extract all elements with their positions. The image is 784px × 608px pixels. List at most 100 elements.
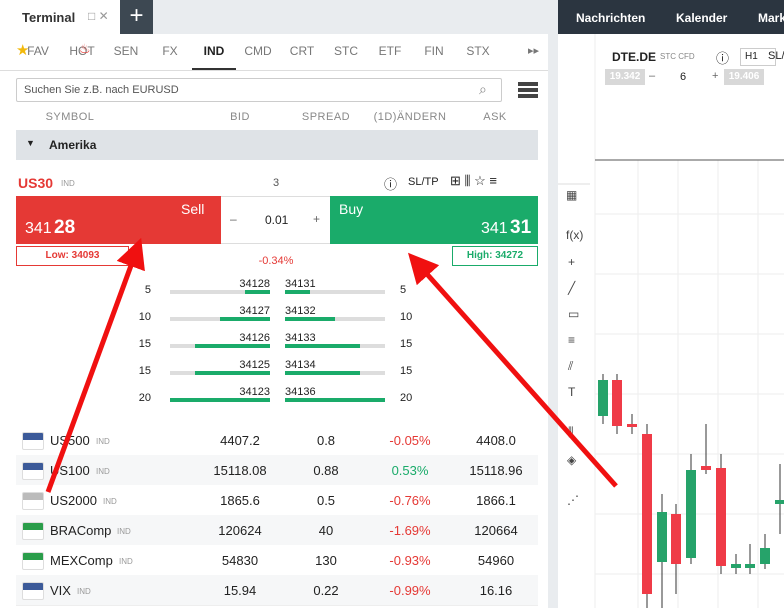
more-icon[interactable]: ▸▸ bbox=[528, 45, 540, 57]
svg-text:╱: ╱ bbox=[567, 280, 576, 295]
right-panel: Nachrichten Kalender Mark ▦ f(x) + ╱ ▭ ≡ ⫽ T ⫼ ◈ ⋰… bbox=[558, 0, 784, 608]
chart-bid[interactable]: 19.342 bbox=[605, 69, 645, 85]
search-box[interactable]: Suchen Sie z.B. nach EURUSD ⌕ bbox=[16, 78, 502, 102]
nav-item[interactable]: Nachrichten bbox=[576, 11, 646, 25]
chart-symbol[interactable]: DTE.DE bbox=[612, 50, 657, 64]
depth-track bbox=[170, 290, 270, 294]
volume-plus[interactable]: + bbox=[313, 212, 321, 226]
ask-price: 34133 bbox=[285, 332, 316, 344]
low-box: Low: 34093 bbox=[16, 246, 129, 266]
symbol: US500 bbox=[50, 433, 90, 448]
instrument-row[interactable]: US100 IND 15118.08 0.88 0.53% 15118.96 bbox=[16, 455, 538, 486]
bid: 15118.08 bbox=[213, 463, 267, 478]
category-tab[interactable]: FX bbox=[162, 44, 178, 58]
instrument-row[interactable]: BRAComp IND 120624 40 -1.69% 120664 bbox=[16, 515, 538, 546]
svg-text:+: + bbox=[568, 255, 575, 269]
category-tab[interactable]: IND bbox=[203, 44, 225, 58]
symbol: MEXComp bbox=[50, 553, 113, 568]
instrument-type: IND bbox=[103, 497, 117, 506]
symbol: VIX bbox=[50, 583, 71, 598]
column-header: BID bbox=[230, 111, 250, 123]
terminal-tab[interactable]: Terminal □ ✕ bbox=[0, 0, 120, 34]
chart-ask[interactable]: 19.406 bbox=[724, 69, 764, 85]
nav-item[interactable]: Kalender bbox=[676, 11, 728, 25]
change: -0.76% bbox=[389, 493, 431, 508]
info-icon[interactable]: ⓘ bbox=[716, 51, 730, 66]
volume-minus[interactable]: – bbox=[230, 212, 237, 226]
svg-text:⫼: ⫼ bbox=[568, 425, 574, 439]
bid-price: 34126 bbox=[239, 332, 270, 344]
category-tab[interactable]: STX bbox=[466, 44, 490, 58]
bid: 120624 bbox=[218, 523, 262, 538]
chart-minus[interactable]: – bbox=[649, 70, 656, 82]
instrument-type: IND bbox=[96, 437, 110, 446]
add-tab[interactable]: + bbox=[120, 0, 153, 34]
category-tab[interactable]: HOT bbox=[69, 44, 95, 58]
category-tab[interactable]: STC bbox=[334, 44, 358, 58]
chart-type: STC CFD bbox=[660, 52, 695, 61]
volume[interactable]: 0.01 bbox=[265, 213, 289, 227]
category-tab[interactable]: SEN bbox=[113, 44, 139, 58]
caret: ▼ bbox=[26, 138, 35, 148]
bid-volume: 20 bbox=[138, 392, 151, 404]
low: Low: 34093 bbox=[45, 250, 100, 261]
ask-price: 34134 bbox=[285, 359, 316, 371]
bid-price: 34128 bbox=[239, 278, 270, 290]
timeframe[interactable]: H1 bbox=[740, 48, 776, 66]
instrument-row[interactable]: VIX IND 15.94 0.22 -0.99% 16.16 bbox=[16, 575, 538, 606]
instrument-row[interactable]: US500 IND 4407.2 0.8 -0.05% 4408.0 bbox=[16, 425, 538, 456]
selected-type: IND bbox=[61, 179, 75, 188]
instrument-row[interactable]: MEXComp IND 54830 130 -0.93% 54960 bbox=[16, 545, 538, 576]
chart-area: ▦ f(x) + ╱ ▭ ≡ ⫽ T ⫼ ◈ ⋰ bbox=[558, 34, 784, 608]
chart-sltp[interactable]: SL/ bbox=[768, 50, 784, 62]
high: High: 34272 bbox=[466, 250, 524, 261]
spread: 0.22 bbox=[313, 583, 339, 598]
ask-volume: 10 bbox=[400, 311, 413, 323]
svg-text:⋰: ⋰ bbox=[567, 493, 579, 507]
ask-depth-bar bbox=[285, 398, 385, 402]
instrument-row[interactable]: US2000 IND 1865.6 0.5 -0.76% 1866.1 bbox=[16, 485, 538, 516]
ask-depth-bar bbox=[285, 317, 335, 321]
tab-icons[interactable]: □ ✕ bbox=[88, 9, 109, 23]
chart-volume[interactable]: 6 bbox=[680, 71, 687, 83]
flag-icon bbox=[22, 522, 44, 540]
sltp[interactable]: SL/TP bbox=[408, 176, 439, 188]
group-header[interactable]: ▼ Amerika bbox=[16, 130, 538, 160]
ask: 120664 bbox=[474, 523, 518, 538]
svg-text:T: T bbox=[568, 385, 576, 399]
spread: 0.8 bbox=[316, 433, 336, 448]
svg-text:≡: ≡ bbox=[568, 333, 575, 347]
ask-depth-bar bbox=[285, 371, 360, 375]
layout-icon[interactable] bbox=[518, 82, 538, 98]
fav-icon: ★ bbox=[16, 42, 30, 59]
ask-price: 34131 bbox=[285, 278, 316, 290]
drawing-tools[interactable]: ▦ f(x) + ╱ ▭ ≡ ⫽ T ⫼ ◈ ⋰ bbox=[566, 188, 583, 507]
toolbar-icons[interactable]: ⊞ ⫼ ☆ ≡ bbox=[450, 173, 497, 188]
chart-plus[interactable]: + bbox=[712, 70, 719, 82]
nav-item[interactable]: Mark bbox=[758, 11, 784, 25]
svg-text:▦: ▦ bbox=[566, 188, 577, 202]
sell-button[interactable]: Sell 341 28 bbox=[16, 196, 221, 244]
ask-volume: 5 bbox=[400, 284, 407, 296]
category-tab[interactable]: ETF bbox=[378, 44, 402, 58]
category-tab[interactable]: CRT bbox=[289, 44, 315, 58]
ask-volume: 20 bbox=[400, 392, 413, 404]
flag-icon bbox=[22, 432, 44, 450]
category-tab[interactable]: FAV bbox=[27, 44, 49, 58]
bid-depth-bar bbox=[195, 371, 270, 375]
tab-title: Terminal bbox=[22, 10, 76, 25]
category-tab[interactable]: FIN bbox=[424, 44, 444, 58]
change: -0.05% bbox=[389, 433, 431, 448]
column-header: (1D)ÄNDERN bbox=[373, 111, 447, 123]
ask-price: 34136 bbox=[285, 386, 316, 398]
bid: 4407.2 bbox=[220, 433, 260, 448]
active-underline bbox=[192, 68, 236, 70]
info-icon[interactable]: ⓘ bbox=[384, 177, 398, 192]
spread: 40 bbox=[318, 523, 334, 538]
buy-button[interactable]: Buy 341 31 bbox=[330, 196, 538, 244]
selected-symbol[interactable]: US30 bbox=[18, 175, 54, 191]
daily-change: -0.34% bbox=[258, 255, 294, 267]
category-tab[interactable]: CMD bbox=[244, 44, 272, 58]
search-icon[interactable]: ⌕ bbox=[479, 81, 487, 97]
sell-price-tail: 28 bbox=[54, 217, 76, 238]
